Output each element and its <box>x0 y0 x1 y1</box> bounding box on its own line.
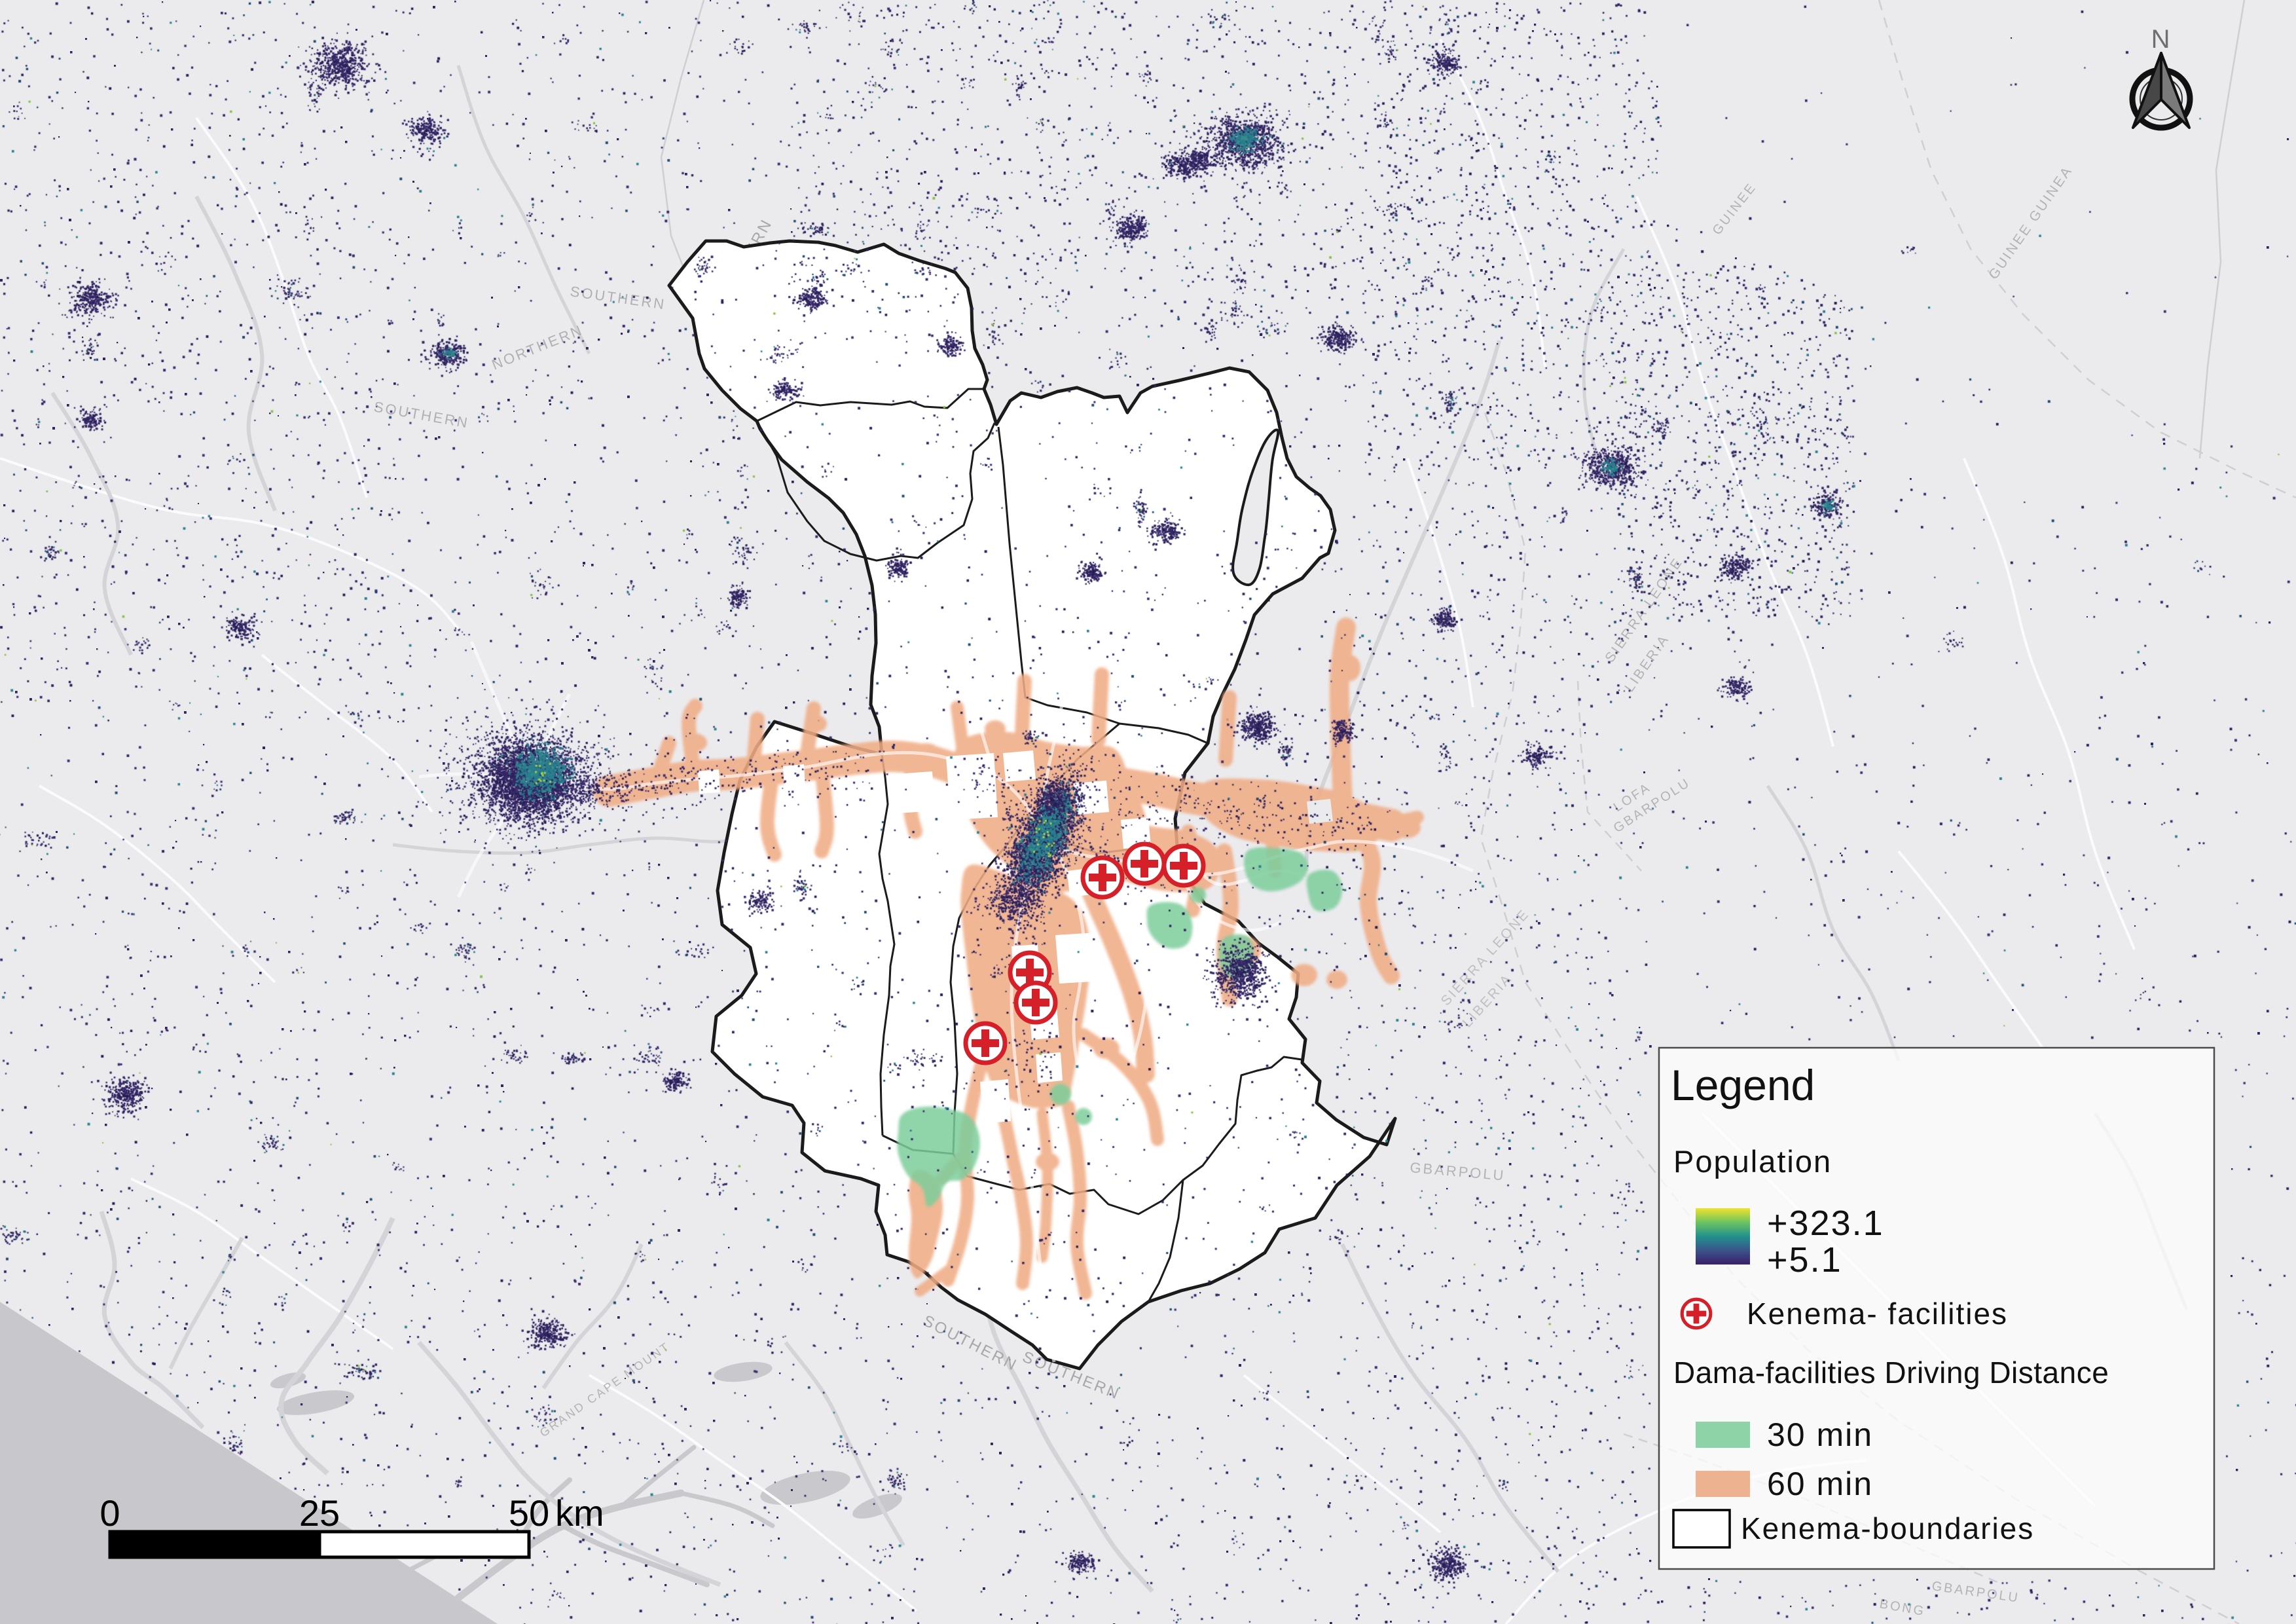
svg-text:Dama-facilities Driving Distan: Dama-facilities Driving Distance <box>1673 1356 2109 1390</box>
svg-text:30 min: 30 min <box>1767 1416 1873 1453</box>
svg-text:Legend: Legend <box>1671 1061 1815 1109</box>
svg-text:+323.1: +323.1 <box>1767 1204 1884 1243</box>
svg-text:km: km <box>555 1492 604 1534</box>
svg-text:N: N <box>2151 25 2170 54</box>
svg-text:Population: Population <box>1673 1144 1832 1179</box>
svg-text:25: 25 <box>299 1492 340 1534</box>
svg-text:50: 50 <box>509 1492 549 1534</box>
svg-text:Kenema- facilities: Kenema- facilities <box>1747 1297 2008 1331</box>
svg-text:Kenema-boundaries: Kenema-boundaries <box>1741 1511 2034 1545</box>
svg-text:0: 0 <box>100 1492 120 1534</box>
svg-text:60 min: 60 min <box>1767 1466 1873 1502</box>
svg-text:+5.1: +5.1 <box>1767 1240 1842 1280</box>
